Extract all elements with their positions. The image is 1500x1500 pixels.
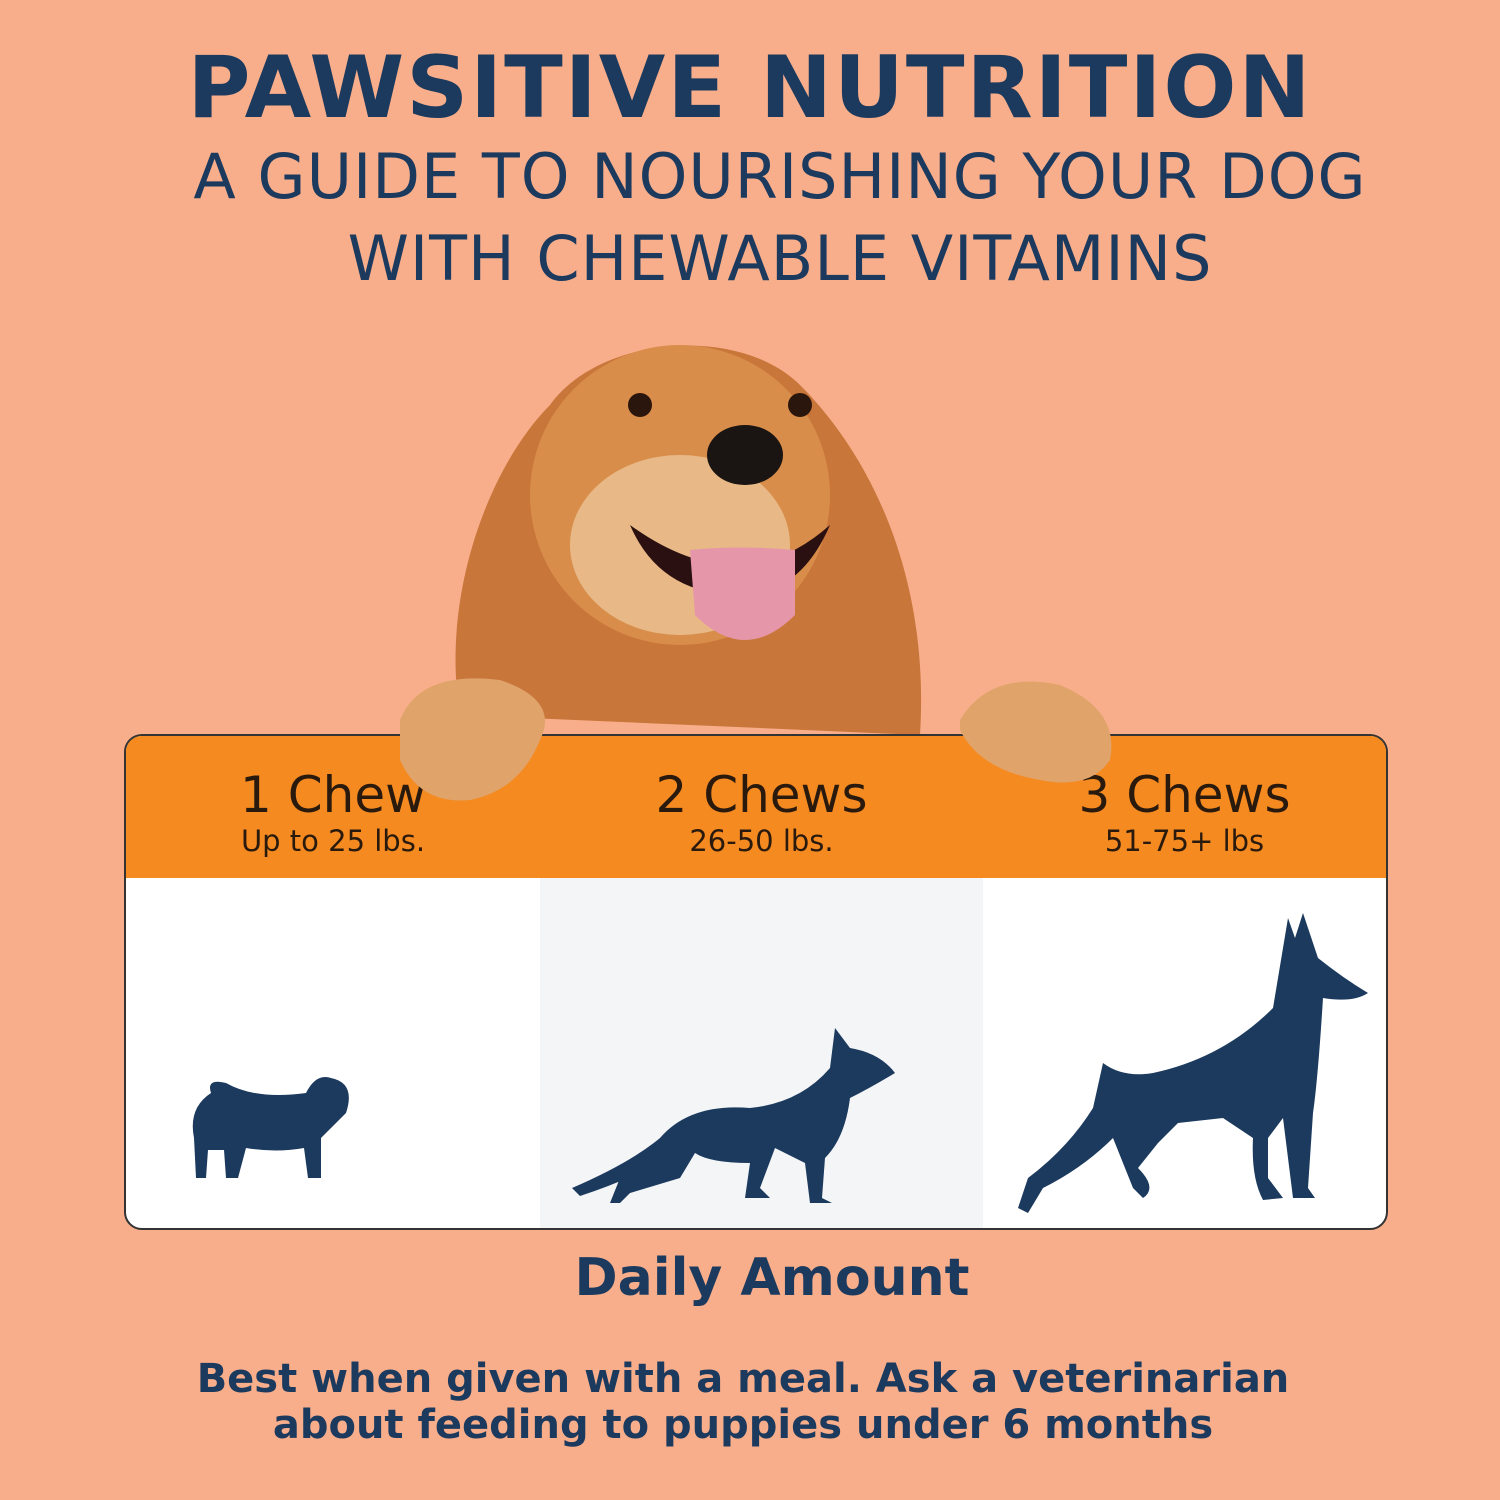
daily-amount-caption: Daily Amount [574, 1248, 970, 1308]
dosage-column-large: 3 Chews 51-75+ lbs [983, 736, 1386, 1228]
weight-range: Up to 25 lbs. [240, 824, 426, 858]
golden-retriever-photo [455, 345, 922, 735]
dosage-column-medium: 2 Chews 26-50 lbs. [540, 736, 983, 1228]
subtitle-line-1: A GUIDE TO NOURISHING YOUR DOG [193, 140, 1367, 213]
note-line-1: Best when given with a meal. Ask a veter… [196, 1356, 1290, 1402]
weight-range: 26-50 lbs. [689, 824, 834, 858]
chew-amount: 3 Chews [1078, 766, 1291, 824]
pug-silhouette-icon [192, 1077, 349, 1178]
german-shepherd-silhouette-icon [572, 1028, 895, 1203]
doberman-silhouette-icon [1018, 913, 1368, 1213]
dosage-table: 1 Chew Up to 25 lbs. 2 Chews 26-50 lbs. 3 … [124, 734, 1388, 1230]
subtitle-line-2: WITH CHEWABLE VITAMINS [347, 222, 1213, 295]
weight-range: 51-75+ lbs [1104, 824, 1265, 858]
chew-amount: 1 Chew [240, 766, 426, 824]
page-title: PAWSITIVE NUTRITION [187, 38, 1313, 138]
dog-paws [400, 678, 1112, 801]
feeding-note: Best when given with a meal. Ask a veter… [0, 1356, 1486, 1448]
note-line-2: about feeding to puppies under 6 months [272, 1402, 1214, 1448]
chew-amount: 2 Chews [655, 766, 868, 824]
